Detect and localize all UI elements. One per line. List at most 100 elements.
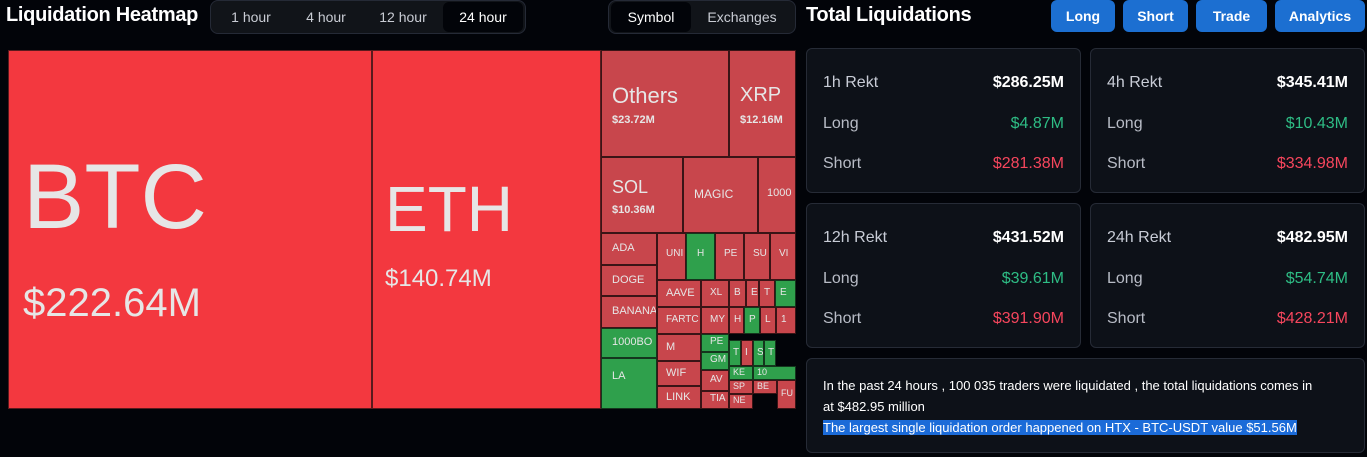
tile-symbol: E xyxy=(780,287,787,298)
long-value: $10.43M xyxy=(1285,115,1348,132)
heatmap-tile-ne[interactable]: NE xyxy=(729,394,753,409)
tile-symbol: XL xyxy=(710,287,723,298)
heatmap-tile-h[interactable]: H xyxy=(686,233,715,280)
analytics-button[interactable]: Analytics xyxy=(1275,0,1365,32)
long-label: Long xyxy=(1107,115,1143,132)
rekt-card-4h: 4h Rekt $345.41M Long $10.43M Short $334.98… xyxy=(1090,48,1365,193)
heatmap-tile-su[interactable]: SU xyxy=(744,233,770,280)
heatmap-tile-doge[interactable]: DOGE xyxy=(601,265,657,296)
timeframe-24-hour[interactable]: 24 hour xyxy=(443,2,523,32)
tile-symbol: T xyxy=(764,287,771,298)
heatmap-tile-tia[interactable]: TIA xyxy=(701,391,729,409)
tile-symbol: L xyxy=(765,314,771,325)
heatmap-tile-pe[interactable]: PE xyxy=(701,334,729,352)
heatmap-tile-l[interactable]: L xyxy=(760,307,776,334)
heatmap-tile-t[interactable]: T xyxy=(764,340,776,366)
tile-symbol: SP xyxy=(733,381,746,391)
tile-symbol: 1000 xyxy=(767,187,792,199)
total-liquidations-title: Total Liquidations xyxy=(806,4,972,26)
short-value: $391.90M xyxy=(992,310,1064,327)
rekt-card-24h: 24h Rekt $482.95M Long $54.74M Short $428.2… xyxy=(1090,203,1365,348)
tile-symbol: MY xyxy=(710,314,725,325)
heatmap-tile-e[interactable]: E xyxy=(746,280,759,307)
tile-symbol: SU xyxy=(753,248,767,259)
heatmap-tile-wif[interactable]: WIF xyxy=(657,361,701,386)
group-symbol[interactable]: Symbol xyxy=(611,2,691,32)
tile-symbol: AV xyxy=(710,374,723,385)
heatmap-tile-be[interactable]: BE xyxy=(753,380,777,394)
heatmap-tile-aave[interactable]: AAVE xyxy=(657,280,701,307)
long-label: Long xyxy=(823,270,859,287)
heatmap-tile-sp[interactable]: SP xyxy=(729,380,753,394)
heatmap-tile-10[interactable]: 10 xyxy=(753,366,796,380)
heatmap-tile-t[interactable]: T xyxy=(729,340,741,366)
summary-line-1: In the past 24 hours , 100 035 traders w… xyxy=(823,378,1313,393)
heatmap-tile-my[interactable]: MY xyxy=(701,307,729,334)
long-label: Long xyxy=(823,115,859,132)
trade-button[interactable]: Trade xyxy=(1196,0,1267,32)
tile-symbol: PE xyxy=(710,336,724,347)
timeframe-12-hour[interactable]: 12 hour xyxy=(379,9,427,25)
heatmap-tile-gm[interactable]: GM xyxy=(701,352,729,370)
heatmap-tile-i[interactable]: I xyxy=(741,340,753,366)
tile-symbol: DOGE xyxy=(612,274,645,286)
heatmap-tile-banana[interactable]: BANANA xyxy=(601,296,657,328)
tile-symbol: LINK xyxy=(666,391,691,403)
heatmap-tile-p[interactable]: P xyxy=(744,307,760,334)
tile-symbol: VI xyxy=(779,248,789,259)
short-value: $428.21M xyxy=(1276,310,1348,327)
heatmap-tile-pe[interactable]: PE xyxy=(715,233,744,280)
timeframe-4-hour[interactable]: 4 hour xyxy=(306,9,346,25)
heatmap-tile-btc[interactable]: BTC $222.64M xyxy=(8,50,372,409)
heatmap-tile-eth[interactable]: ETH $140.74M xyxy=(372,50,601,409)
heatmap-tile-link[interactable]: LINK xyxy=(657,386,701,409)
tile-symbol: P xyxy=(749,314,756,325)
heatmap-tile-sol[interactable]: SOL $10.36M xyxy=(601,157,683,233)
heatmap-tile-uni[interactable]: UNI xyxy=(657,233,686,280)
heatmap-tile-s[interactable]: S xyxy=(753,340,764,366)
tile-symbol: LA xyxy=(612,370,626,382)
heatmap-tile-b[interactable]: B xyxy=(729,280,746,307)
tile-symbol: ADA xyxy=(612,242,635,254)
heatmap-tile-magic[interactable]: MAGIC xyxy=(683,157,758,233)
heatmap-tile-1[interactable]: 1 xyxy=(776,307,796,334)
card-label: 24h Rekt xyxy=(1107,229,1172,246)
heatmap-tile-1000bo[interactable]: 1000BO xyxy=(601,328,657,358)
liquidation-summary: In the past 24 hours , 100 035 traders w… xyxy=(806,358,1365,453)
heatmap-tile-e[interactable]: E xyxy=(775,280,796,307)
long-button[interactable]: Long xyxy=(1051,0,1115,32)
heatmap-tile-av[interactable]: AV xyxy=(701,370,729,391)
heatmap-tile-t[interactable]: T xyxy=(759,280,775,307)
tile-symbol: MAGIC xyxy=(694,187,734,201)
heatmap-tile-ada[interactable]: ADA xyxy=(601,233,657,265)
timeframe-1-hour[interactable]: 1 hour xyxy=(231,9,271,25)
tile-value: $10.36M xyxy=(612,204,655,216)
group-exchanges[interactable]: Exchanges xyxy=(707,9,777,25)
heatmap-tile-h[interactable]: H xyxy=(729,307,744,334)
heatmap-tile-fu[interactable]: FU xyxy=(777,380,796,409)
group-by-selector: Symbol Exchanges xyxy=(608,0,796,34)
tile-symbol: XRP xyxy=(740,84,782,106)
tile-symbol: T xyxy=(768,347,775,358)
tile-symbol: PE xyxy=(724,248,738,259)
heatmap-tile-others[interactable]: Others $23.72M xyxy=(601,50,729,157)
heatmap-tile-m[interactable]: M xyxy=(657,334,701,361)
heatmap-tile-la[interactable]: LA xyxy=(601,358,657,409)
short-button[interactable]: Short xyxy=(1123,0,1188,32)
long-value: $39.61M xyxy=(1001,270,1064,287)
tile-value: $23.72M xyxy=(612,114,655,126)
tile-symbol: E xyxy=(751,287,758,298)
card-total: $431.52M xyxy=(992,229,1064,246)
heatmap-tile-1000[interactable]: 1000 xyxy=(758,157,796,233)
tile-symbol: H xyxy=(734,314,742,325)
tile-symbol: AAVE xyxy=(666,287,695,299)
heatmap-tile-xl[interactable]: XL xyxy=(701,280,729,307)
rekt-card-1h: 1h Rekt $286.25M Long $4.87M Short $281.38M xyxy=(806,48,1081,193)
tile-value: $140.74M xyxy=(385,265,492,292)
heatmap-tile-vi[interactable]: VI xyxy=(770,233,796,280)
heatmap-tile-fartc[interactable]: FARTC xyxy=(657,307,701,334)
short-label: Short xyxy=(1107,155,1146,172)
short-value: $281.38M xyxy=(992,155,1064,172)
heatmap-tile-xrp[interactable]: XRP $12.16M xyxy=(729,50,796,157)
heatmap-tile-ke[interactable]: KE xyxy=(729,366,753,380)
